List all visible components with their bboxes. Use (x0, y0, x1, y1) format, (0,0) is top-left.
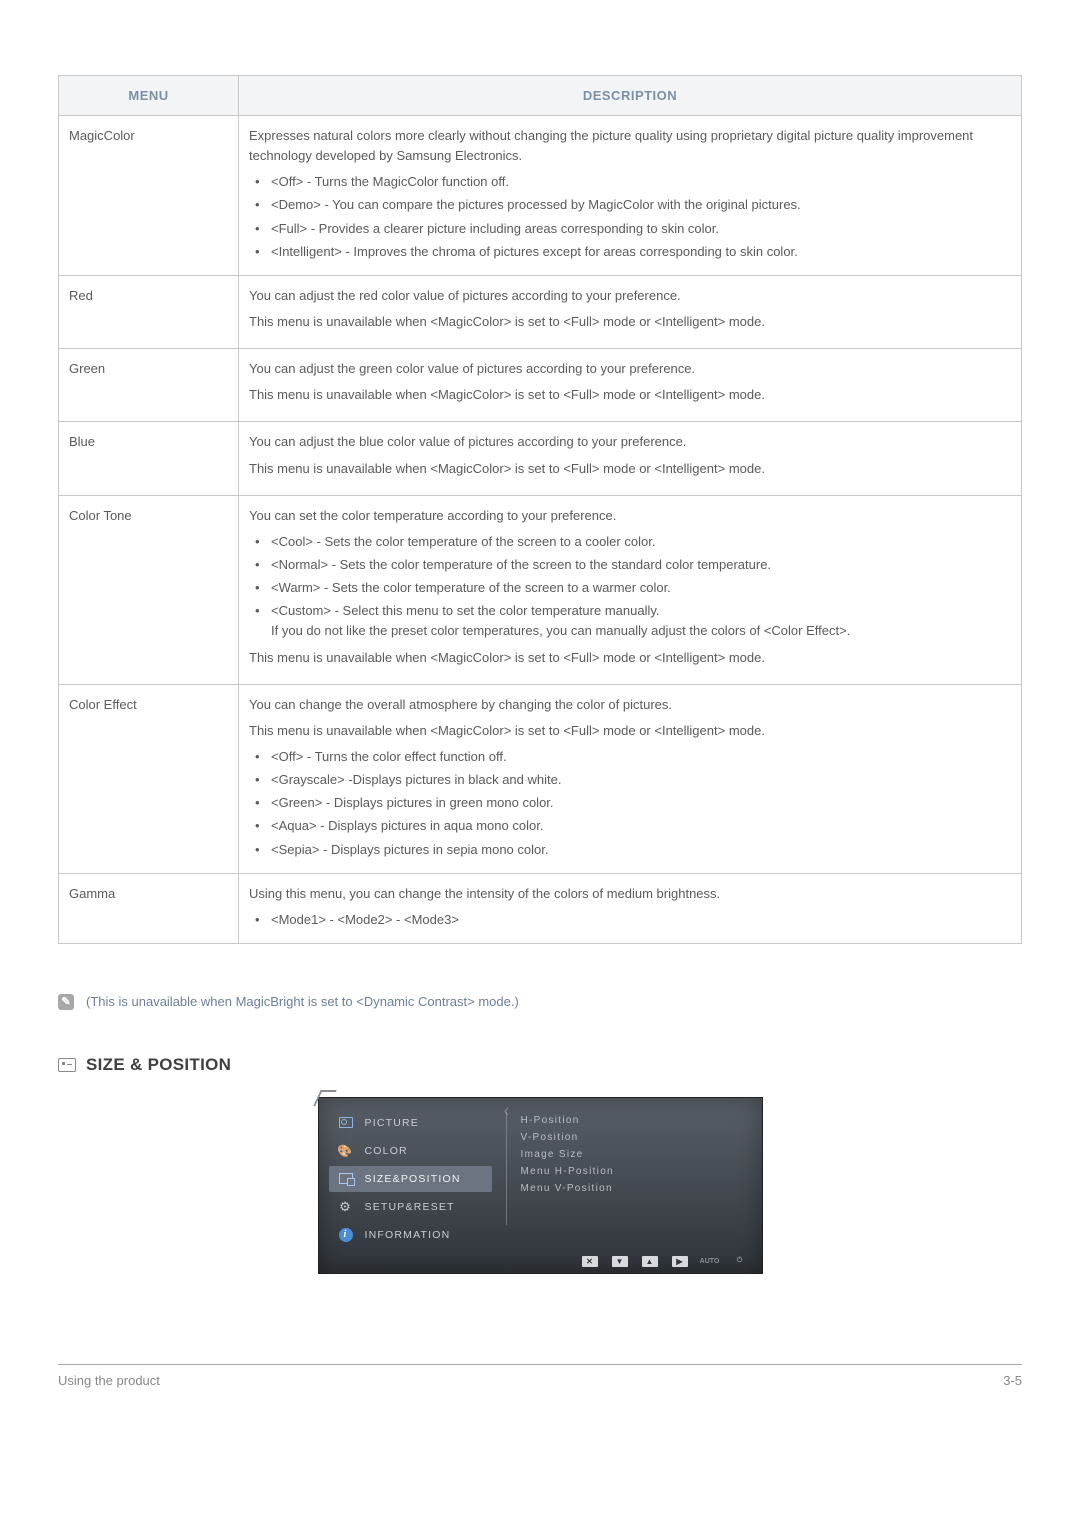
menu-description: You can set the color temperature accord… (239, 495, 1022, 684)
menu-description: You can adjust the green color value of … (239, 349, 1022, 422)
table-row: Red You can adjust the red color value of… (59, 275, 1022, 348)
osd-option[interactable]: V-Position (521, 1129, 752, 1146)
table-row: Green You can adjust the green color valu… (59, 349, 1022, 422)
bullet-item: <Normal> - Sets the color temperature of… (251, 555, 1011, 575)
menu-name: Color Effect (59, 684, 239, 873)
menu-description: You can change the overall atmosphere by… (239, 684, 1022, 873)
osd-menu-item-setup[interactable]: SETUP&RESET (329, 1194, 492, 1220)
bullet-item: <Intelligent> - Improves the chroma of p… (251, 242, 1011, 262)
bullet-item: <Demo> - You can compare the pictures pr… (251, 195, 1011, 215)
osd-panel: PICTURE COLOR SIZE&POSITION SETUP&RESET i INF… (318, 1097, 763, 1274)
footer: Using the product 3-5 (58, 1373, 1022, 1388)
size-icon (337, 1171, 355, 1187)
size-position-icon (58, 1058, 76, 1072)
menu-name: Color Tone (59, 495, 239, 684)
footer-right: 3-5 (1003, 1373, 1022, 1388)
osd-right-options: H-PositionV-PositionImage SizeMenu H-Pos… (521, 1110, 752, 1197)
desc-outro: This menu is unavailable when <MagicColo… (249, 648, 1011, 668)
desc-line: You can adjust the red color value of pi… (249, 286, 1011, 306)
desc-line: This menu is unavailable when <MagicColo… (249, 721, 1011, 741)
table-header-description: DESCRIPTION (239, 76, 1022, 116)
osd-menu-label: INFORMATION (365, 1229, 451, 1241)
menu-description: You can adjust the red color value of pi… (239, 275, 1022, 348)
bullet-list: <Mode1> - <Mode2> - <Mode3> (249, 910, 1011, 930)
desc-line: This menu is unavailable when <MagicColo… (249, 385, 1011, 405)
desc-intro: Expresses natural colors more clearly wi… (249, 126, 1011, 166)
picture-icon (337, 1115, 355, 1131)
osd-option[interactable]: H-Position (521, 1112, 752, 1129)
bullet-item: <Grayscale> -Displays pictures in black … (251, 770, 1011, 790)
osd-control-button[interactable]: ▲ (642, 1256, 658, 1267)
osd-menu-label: SIZE&POSITION (365, 1173, 461, 1185)
bullet-item: <Warm> - Sets the color temperature of t… (251, 578, 1011, 598)
osd-left-menu: PICTURE COLOR SIZE&POSITION SETUP&RESET i INF… (329, 1110, 492, 1250)
table-row: MagicColorExpresses natural colors more … (59, 116, 1022, 276)
osd-control-button[interactable]: ✕ (582, 1256, 598, 1267)
table-header-menu: MENU (59, 76, 239, 116)
desc-line: This menu is unavailable when <MagicColo… (249, 459, 1011, 479)
osd-option[interactable]: Menu V-Position (521, 1180, 752, 1197)
table-row: Color Effect You can change the overall a… (59, 684, 1022, 873)
desc-line: You can change the overall atmosphere by… (249, 695, 1011, 715)
note-text: (This is unavailable when MagicBright is… (86, 994, 519, 1009)
osd-menu-item-picture[interactable]: PICTURE (329, 1110, 492, 1136)
footer-left: Using the product (58, 1373, 160, 1388)
bullet-item: <Custom> - Select this menu to set the c… (251, 601, 1011, 641)
menu-name: Green (59, 349, 239, 422)
osd-control-button[interactable]: AUTO (702, 1256, 718, 1267)
osd-option[interactable]: Menu H-Position (521, 1163, 752, 1180)
osd-controls: ✕ ▼ ▲ ▶ AUTO ⏻ (329, 1256, 752, 1267)
osd-menu-item-color[interactable]: COLOR (329, 1138, 492, 1164)
bullet-item: <Off> - Turns the color effect function … (251, 747, 1011, 767)
section-header: SIZE & POSITION (58, 1055, 1022, 1075)
osd-control-button[interactable]: ▼ (612, 1256, 628, 1267)
bullet-list: <Off> - Turns the MagicColor function of… (249, 172, 1011, 262)
bullet-item: <Green> - Displays pictures in green mon… (251, 793, 1011, 813)
table-row: Gamma Using this menu, you can change the… (59, 873, 1022, 943)
menu-name: MagicColor (59, 116, 239, 276)
osd-divider (506, 1112, 507, 1225)
section-title: SIZE & POSITION (86, 1055, 231, 1075)
bullet-item: <Sepia> - Displays pictures in sepia mon… (251, 840, 1011, 860)
bullet-item: <Off> - Turns the MagicColor function of… (251, 172, 1011, 192)
setup-icon (337, 1199, 355, 1215)
menu-name: Blue (59, 422, 239, 495)
desc-intro: You can set the color temperature accord… (249, 506, 1011, 526)
osd-control-button[interactable]: ▶ (672, 1256, 688, 1267)
bullet-list: <Off> - Turns the color effect function … (249, 747, 1011, 860)
osd-option[interactable]: Image Size (521, 1146, 752, 1163)
bullet-item: <Full> - Provides a clearer picture incl… (251, 219, 1011, 239)
bullet-item: <Cool> - Sets the color temperature of t… (251, 532, 1011, 552)
bullet-list: <Cool> - Sets the color temperature of t… (249, 532, 1011, 642)
footer-divider (58, 1364, 1022, 1365)
info-icon: i (337, 1227, 355, 1243)
desc-line: This menu is unavailable when <MagicColo… (249, 312, 1011, 332)
osd-menu-item-info[interactable]: i INFORMATION (329, 1222, 492, 1248)
desc-intro: Using this menu, you can change the inte… (249, 884, 1011, 904)
menu-name: Red (59, 275, 239, 348)
note-row: ✎ (This is unavailable when MagicBright … (58, 994, 1022, 1010)
osd-menu-label: SETUP&RESET (365, 1201, 455, 1213)
menu-description: Using this menu, you can change the inte… (239, 873, 1022, 943)
menu-name: Gamma (59, 873, 239, 943)
osd-menu-item-size[interactable]: SIZE&POSITION (329, 1166, 492, 1192)
table-row: Blue You can adjust the blue color value … (59, 422, 1022, 495)
menu-description: You can adjust the blue color value of p… (239, 422, 1022, 495)
osd-menu-label: PICTURE (365, 1117, 420, 1129)
table-row: Color Tone You can set the color temperat… (59, 495, 1022, 684)
color-icon (337, 1143, 355, 1159)
desc-line: You can adjust the green color value of … (249, 359, 1011, 379)
note-icon: ✎ (58, 994, 74, 1010)
bullet-item: <Mode1> - <Mode2> - <Mode3> (251, 910, 1011, 930)
bullet-item: <Aqua> - Displays pictures in aqua mono … (251, 816, 1011, 836)
osd-menu-label: COLOR (365, 1145, 408, 1157)
menu-description-table: MENU DESCRIPTION MagicColorExpresses nat… (58, 75, 1022, 944)
desc-line: You can adjust the blue color value of p… (249, 432, 1011, 452)
osd-control-button[interactable]: ⏻ (732, 1256, 748, 1267)
menu-description: Expresses natural colors more clearly wi… (239, 116, 1022, 276)
